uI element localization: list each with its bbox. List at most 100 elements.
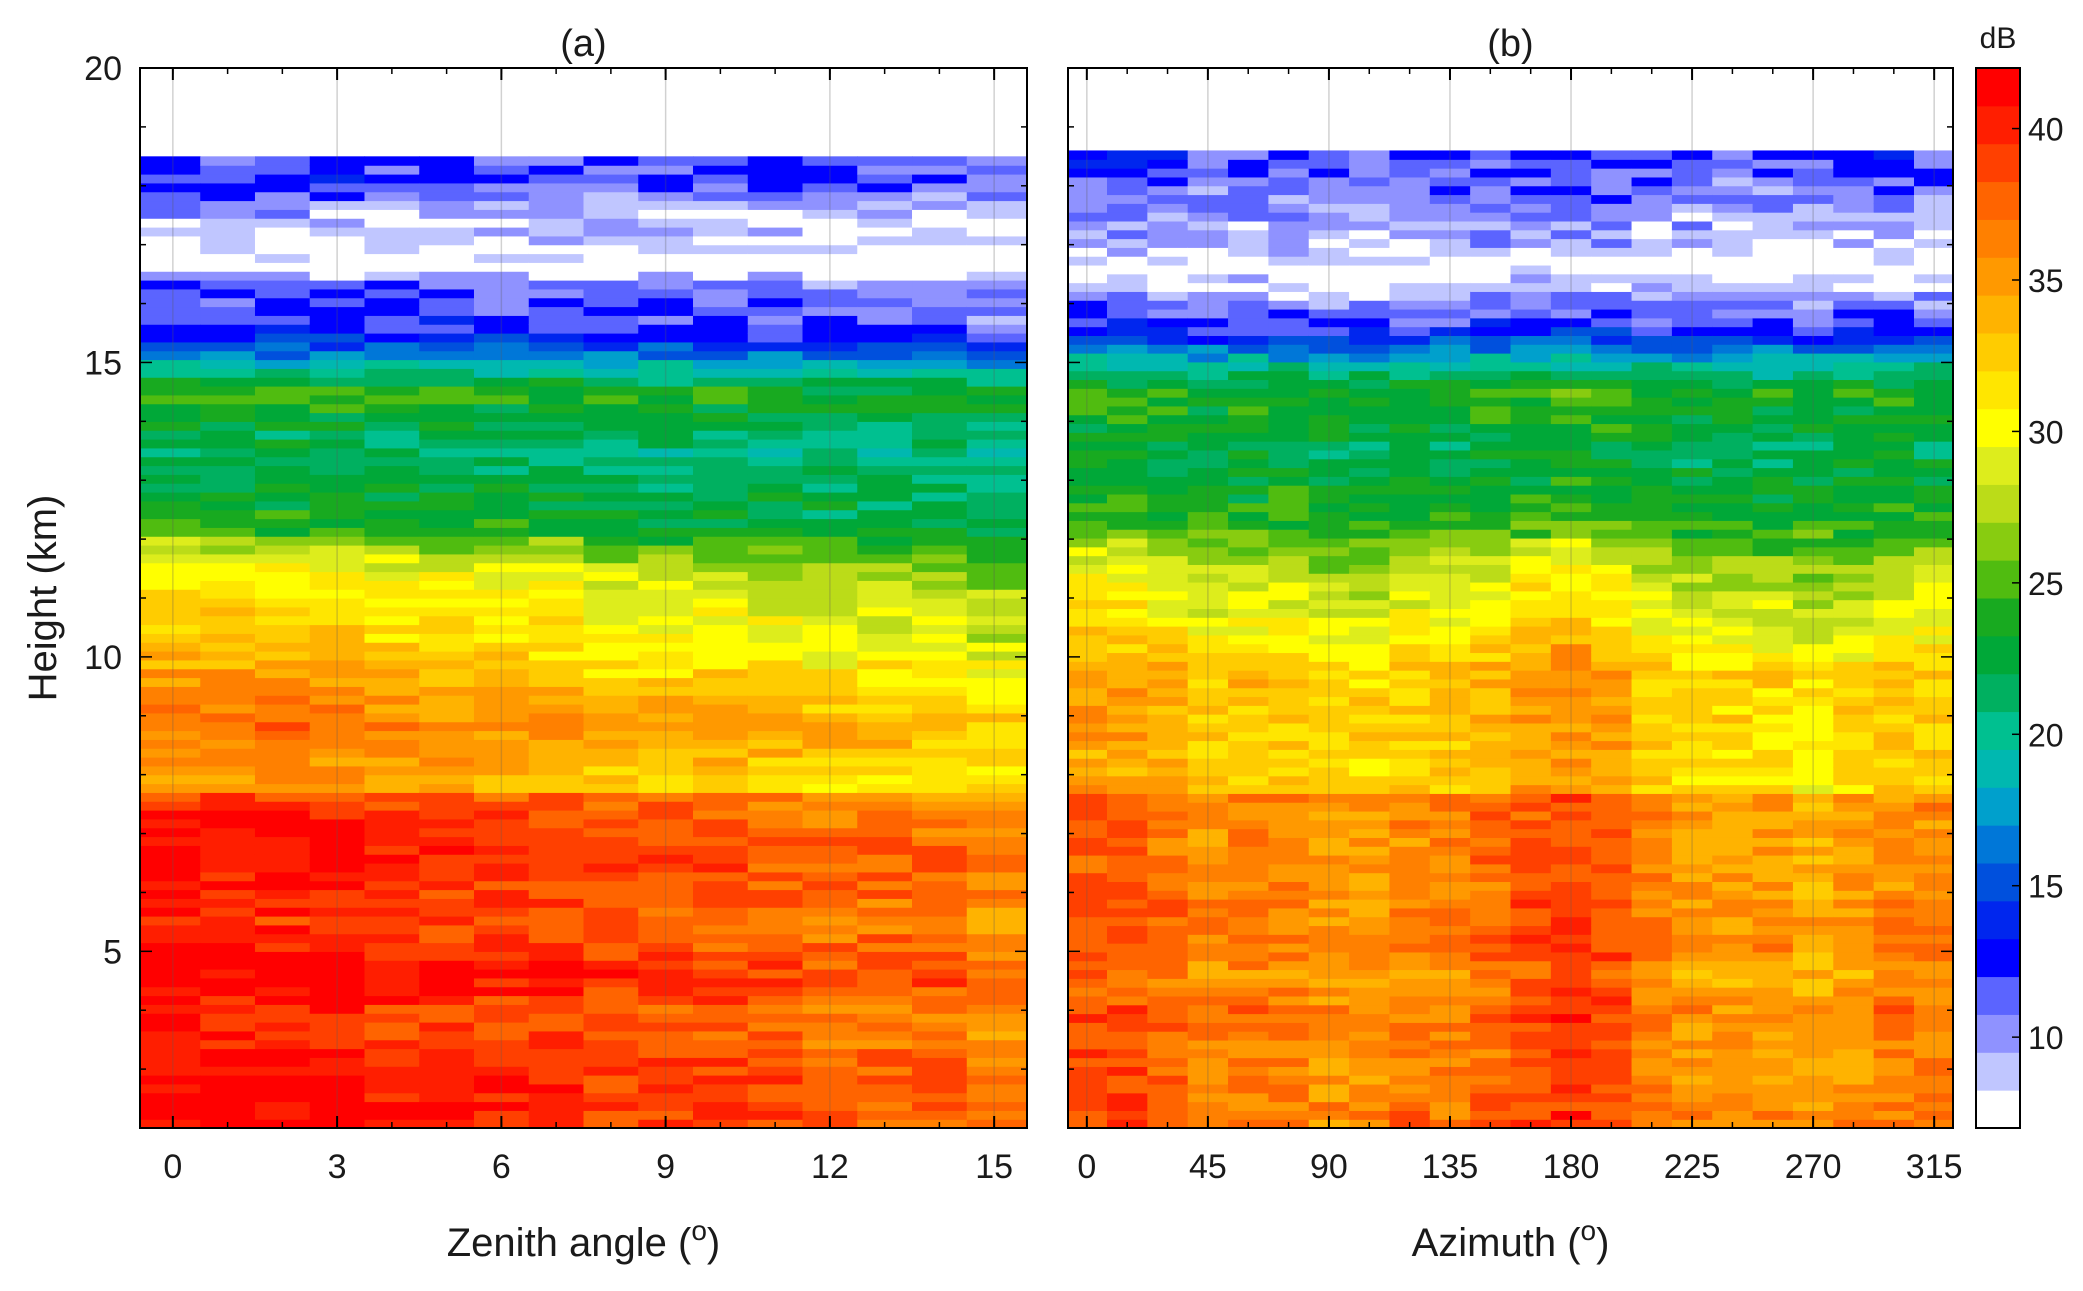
heatmap-cell (1550, 282, 1592, 292)
heatmap-cell (1429, 485, 1471, 495)
heatmap-cell (528, 951, 585, 961)
heatmap-cell (1429, 846, 1471, 856)
heatmap-cell (747, 1022, 804, 1032)
heatmap-cell (1510, 1022, 1552, 1032)
heatmap-cell (638, 386, 694, 396)
heatmap-cell (1107, 599, 1148, 609)
heatmap-cell (857, 421, 913, 431)
heatmap-cell (1429, 1092, 1471, 1103)
heatmap-cell (1268, 819, 1310, 830)
heatmap-cell (1268, 573, 1310, 583)
heatmap-cell (254, 571, 311, 581)
heatmap-cell (1187, 247, 1229, 257)
heatmap-cell (802, 739, 858, 749)
heatmap-cell (1631, 1022, 1673, 1032)
heatmap-cell (1068, 441, 1108, 451)
heatmap-cell (1833, 1083, 1875, 1094)
heatmap-cell (1389, 793, 1431, 803)
heatmap-cell (638, 562, 694, 573)
heatmap-cell (140, 615, 201, 626)
heatmap-cell (1510, 264, 1552, 275)
heatmap-cell (1268, 652, 1310, 662)
heatmap-cell (1187, 969, 1229, 979)
panel-b: 0 45 90 135 180 225 270 315 (b) Azimuth (o) (1067, 23, 1963, 1265)
heatmap-cell (1550, 678, 1592, 689)
heatmap-cell (1147, 1048, 1189, 1059)
heatmap-cell (1510, 326, 1552, 336)
heatmap-cell (638, 792, 694, 802)
heatmap-cell (1550, 502, 1592, 513)
heatmap-cell (309, 589, 366, 599)
heatmap-cell (528, 668, 585, 679)
heatmap-cell (1873, 960, 1915, 971)
heatmap-cell (857, 721, 913, 732)
heatmap-cell (1792, 493, 1834, 504)
heatmap-cell (1268, 863, 1310, 874)
heatmap-cell (1147, 784, 1189, 794)
heatmap-cell (1147, 256, 1189, 266)
heatmap-cell (912, 1030, 968, 1041)
heatmap-cell (1389, 353, 1431, 363)
heatmap-cell (1068, 617, 1108, 627)
heatmap-cell (1107, 951, 1148, 962)
heatmap-cell (1470, 899, 1512, 909)
heatmap-cell (638, 359, 694, 369)
heatmap-cell (638, 1004, 694, 1014)
heatmap-cell (583, 1004, 639, 1014)
heatmap-cell (419, 262, 475, 272)
heatmap-cell (857, 1092, 913, 1103)
heatmap-cell (638, 933, 694, 944)
heatmap-cell (1873, 414, 1915, 425)
heatmap-cell (912, 545, 968, 555)
heatmap-cell (693, 863, 749, 873)
heatmap-cell (693, 1013, 749, 1023)
heatmap-cell (1268, 731, 1310, 742)
heatmap-cell (912, 880, 968, 891)
heatmap-cell (364, 580, 420, 590)
heatmap-cell (1389, 766, 1431, 777)
heatmap-cell (1429, 696, 1471, 706)
heatmap-cell (857, 942, 913, 952)
heatmap-cell (1792, 432, 1834, 442)
heatmap-cell (1671, 1092, 1713, 1103)
heatmap-cell (1712, 995, 1754, 1006)
heatmap-cell (1268, 168, 1310, 178)
heatmap-cell (1228, 564, 1269, 574)
heatmap-cell (966, 394, 1028, 405)
heatmap-cell (1107, 423, 1148, 433)
heatmap-cell (1349, 238, 1391, 248)
heatmap-cell (583, 474, 639, 484)
heatmap-cell (1671, 291, 1713, 301)
colorbar-swatch (1976, 1014, 2020, 1053)
heatmap-cell (1308, 643, 1350, 654)
heatmap-cell (1308, 1057, 1350, 1067)
heatmap-cell (364, 191, 420, 202)
heatmap-cell (1671, 1066, 1713, 1076)
heatmap-cell (583, 394, 639, 405)
heatmap-cell (1068, 793, 1108, 803)
heatmap-cell (638, 677, 694, 687)
heatmap-cell (1914, 969, 1954, 979)
heatmap-cell (1550, 414, 1592, 425)
heatmap-cell (1389, 696, 1431, 706)
heatmap-cell (140, 977, 201, 988)
heatmap-cell (1631, 229, 1673, 240)
heatmap-cell (1308, 854, 1350, 865)
heatmap-cell (200, 1083, 256, 1094)
heatmap-cell (309, 430, 366, 440)
heatmap-cell (1107, 899, 1148, 909)
heatmap-cell (364, 633, 420, 643)
heatmap-cell (364, 606, 420, 617)
heatmap-cell (200, 1101, 256, 1111)
heatmap-cell (693, 1101, 749, 1111)
heatmap-cell (1470, 300, 1512, 310)
heatmap-cell (1107, 687, 1148, 698)
heatmap-cell (1068, 652, 1108, 662)
heatmap-cell (1792, 1066, 1834, 1076)
heatmap-cell (364, 474, 420, 484)
heatmap-cell (140, 1013, 201, 1023)
heatmap-cell (1833, 934, 1875, 944)
heatmap-cell (1107, 643, 1148, 654)
heatmap-cell (693, 280, 749, 290)
heatmap-cell (473, 986, 530, 997)
